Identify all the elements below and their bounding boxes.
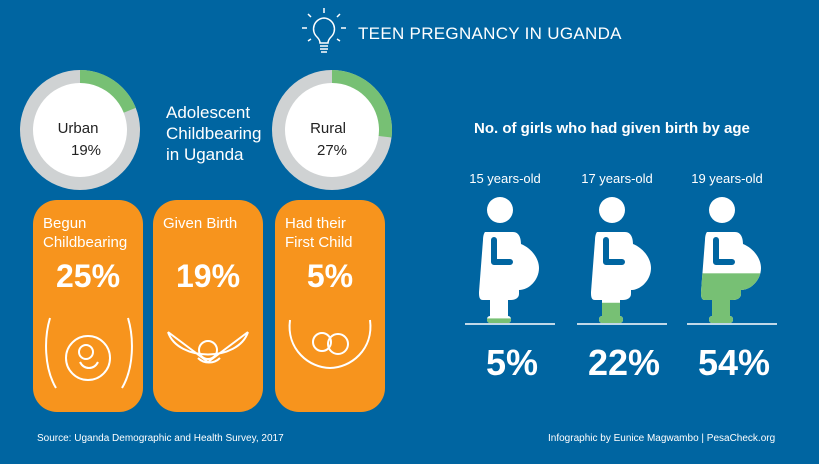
lightbulb-icon: [302, 8, 346, 53]
card-label: Had their First Child: [285, 215, 353, 251]
by-age-value: 5%: [485, 342, 539, 383]
by-age-value: 22%: [587, 342, 661, 383]
age-label: 17 years-old: [581, 171, 653, 186]
fill-level: [701, 273, 761, 323]
rural-value: 27%: [316, 142, 348, 159]
baby-in-cradle-icon: [167, 331, 249, 364]
arm: [491, 237, 513, 265]
age-label: 15 years-old: [469, 171, 541, 186]
donut-hole: [33, 83, 127, 177]
card-value: 5%: [306, 258, 354, 294]
page-title: TEEN PREGNANCY IN UGANDA: [358, 24, 622, 43]
rural-label: Rural: [310, 120, 346, 137]
age-label: 19 years-old: [691, 171, 763, 186]
fill-level: [591, 302, 651, 323]
urban-donut: Urban 19%: [20, 70, 140, 190]
card-label: Begun Childbearing: [43, 215, 128, 251]
by-age-value: 54%: [697, 342, 771, 383]
pregnant-woman-figure: [577, 197, 667, 325]
pregnant-woman-figure: [465, 197, 555, 325]
center-title-line: Adolescent: [166, 103, 251, 122]
arm: [713, 237, 735, 265]
card-value: 25%: [55, 258, 121, 294]
card-first-child: Had their First Child 5%: [275, 200, 385, 412]
baby-in-arms-icon: [288, 319, 372, 370]
center-title-line: Childbearing: [166, 124, 262, 143]
pregnant-woman-figure: [687, 197, 777, 325]
card-given-birth: Given Birth 19%: [153, 200, 263, 412]
card-label: Given Birth: [163, 215, 238, 232]
arm: [603, 237, 625, 265]
donut-hole: [285, 83, 379, 177]
rural-donut: Rural 27%: [272, 70, 392, 190]
urban-label: Urban: [57, 120, 99, 137]
center-title: Adolescent Childbearing in Uganda: [166, 102, 261, 165]
center-title-line: in Uganda: [166, 145, 244, 164]
urban-value: 19%: [70, 142, 102, 159]
fill-level: [479, 318, 539, 323]
by-age-title: No. of girls who had given birth by age: [474, 120, 750, 137]
source-text: Source: Uganda Demographic and Health Su…: [37, 433, 284, 444]
credit-text: Infographic by Eunice Magwambo | PesaChe…: [548, 433, 776, 444]
card-begun-childbearing: Begun Childbearing 25%: [33, 200, 143, 412]
card-value: 19%: [175, 258, 241, 294]
pregnant-belly-icon: [45, 317, 133, 389]
